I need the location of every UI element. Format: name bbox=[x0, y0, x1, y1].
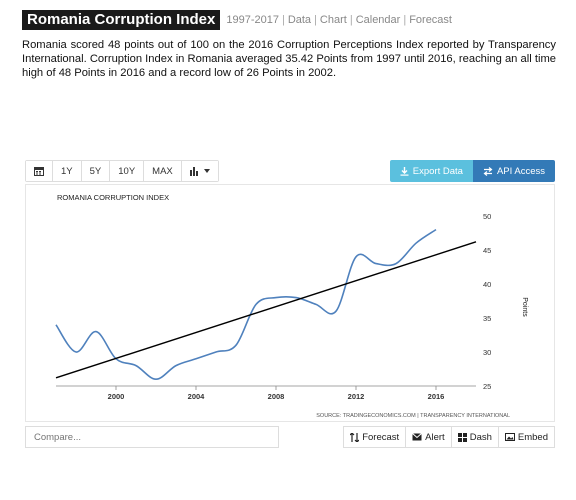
y-axis-label: Points bbox=[521, 297, 528, 317]
chart-actions: Forecast Alert Dash Embed bbox=[343, 426, 555, 448]
api-access-button[interactable]: API Access bbox=[472, 160, 555, 182]
dash-button[interactable]: Dash bbox=[452, 427, 499, 447]
chart-toolbar: 1Y 5Y 10Y MAX Export Data API Access bbox=[25, 160, 555, 182]
y-tick-label: 35 bbox=[483, 314, 491, 323]
link-forecast[interactable]: Forecast bbox=[409, 14, 452, 26]
link-calendar[interactable]: Calendar bbox=[355, 14, 401, 26]
range-10y-button[interactable]: 10Y bbox=[110, 161, 145, 181]
forecast-label: Forecast bbox=[362, 431, 400, 443]
alert-button[interactable]: Alert bbox=[406, 427, 452, 447]
download-icon bbox=[400, 166, 409, 176]
chart-container: ROMANIA CORRUPTION INDEX Points SOURCE: … bbox=[25, 184, 555, 422]
embed-label: Embed bbox=[517, 431, 548, 443]
compare-input[interactable] bbox=[25, 426, 279, 448]
alert-label: Alert bbox=[425, 431, 445, 443]
description: Romania scored 48 points out of 100 on t… bbox=[22, 39, 556, 79]
envelope-icon bbox=[412, 433, 422, 441]
link-period[interactable]: 1997-2017 bbox=[226, 14, 279, 26]
page-title: Romania Corruption Index bbox=[22, 10, 221, 30]
link-chart[interactable]: Chart bbox=[319, 14, 347, 26]
calendar-icon bbox=[34, 167, 44, 176]
range-5y-button[interactable]: 5Y bbox=[81, 161, 111, 181]
export-data-button[interactable]: Export Data bbox=[389, 160, 473, 182]
export-data-label: Export Data bbox=[412, 165, 463, 177]
range-button-group: 1Y 5Y 10Y MAX bbox=[25, 160, 219, 182]
grid-icon bbox=[457, 432, 467, 442]
x-tick-label: 2000 bbox=[108, 392, 125, 401]
series-line bbox=[55, 228, 437, 381]
chart-source: SOURCE: TRADINGECONOMICS.COM | TRANSPARE… bbox=[316, 413, 510, 419]
x-tick-label: 2012 bbox=[348, 392, 365, 401]
x-tick-label: 2008 bbox=[268, 392, 285, 401]
header: Romania Corruption Index 1997-2017 | Data |… bbox=[22, 10, 452, 30]
api-access-label: API Access bbox=[496, 165, 545, 177]
y-tick-label: 30 bbox=[483, 348, 491, 357]
x-tick-label: 2016 bbox=[428, 392, 445, 401]
sort-arrows-icon bbox=[350, 432, 360, 442]
exchange-icon bbox=[483, 166, 493, 176]
forecast-button[interactable]: Forecast bbox=[344, 427, 407, 447]
caret-down-icon bbox=[203, 169, 210, 173]
axes: 2000 2004 2008 2012 2016 25 30 35 40 45 50 bbox=[56, 212, 491, 401]
header-links: 1997-2017 | Data | Chart | Calendar | Forecast bbox=[226, 14, 452, 26]
chart-type-button[interactable] bbox=[181, 161, 218, 181]
range-max-button[interactable]: MAX bbox=[144, 161, 182, 181]
chart-title: ROMANIA CORRUPTION INDEX bbox=[57, 193, 169, 202]
dash-label: Dash bbox=[469, 431, 492, 443]
image-icon bbox=[504, 433, 515, 441]
calendar-button[interactable] bbox=[26, 161, 53, 181]
y-tick-label: 50 bbox=[483, 212, 491, 221]
link-data[interactable]: Data bbox=[287, 14, 312, 26]
embed-button[interactable]: Embed bbox=[499, 427, 554, 447]
chart-marks bbox=[55, 228, 477, 381]
data-access-group: Export Data API Access bbox=[389, 160, 555, 182]
bar-chart-icon bbox=[189, 166, 198, 176]
corruption-index-chart: ROMANIA CORRUPTION INDEX Points SOURCE: … bbox=[55, 193, 528, 419]
y-tick-label: 25 bbox=[483, 382, 491, 391]
bottom-toolbar: Forecast Alert Dash Embed bbox=[25, 426, 555, 448]
trend-line bbox=[55, 241, 477, 379]
y-tick-label: 45 bbox=[483, 246, 491, 255]
range-1y-button[interactable]: 1Y bbox=[53, 161, 82, 181]
x-tick-label: 2004 bbox=[188, 392, 206, 401]
y-tick-label: 40 bbox=[483, 280, 491, 289]
